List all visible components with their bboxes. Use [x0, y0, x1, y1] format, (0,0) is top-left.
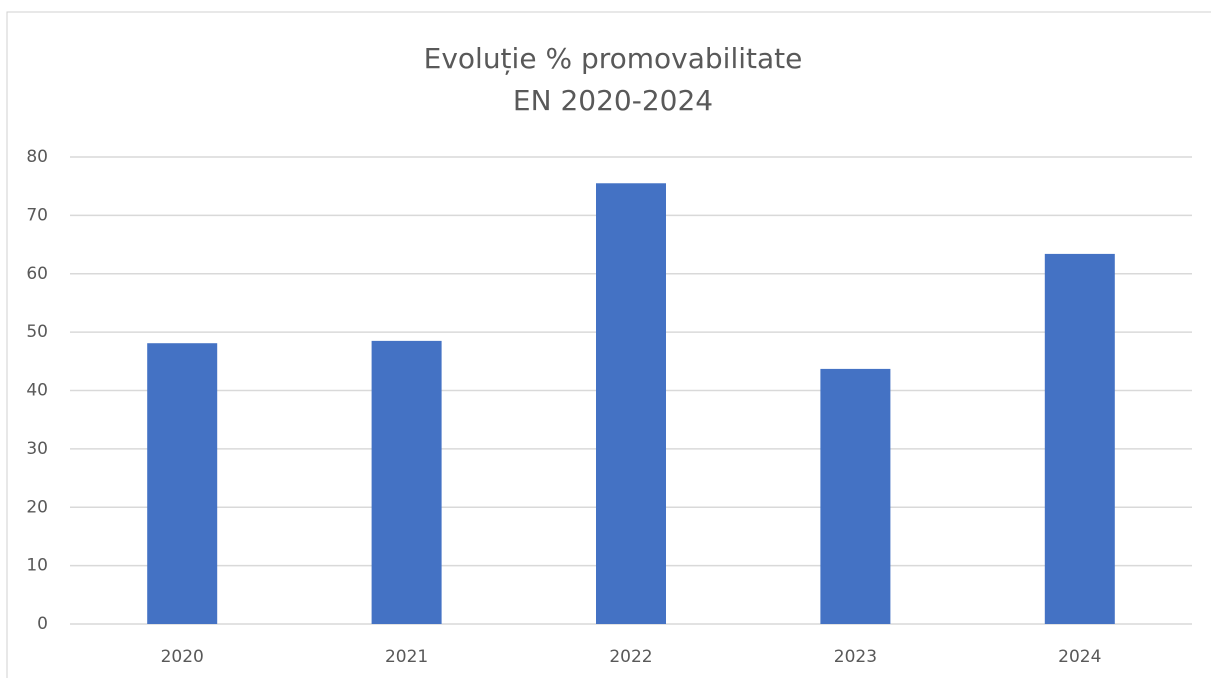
chart-title: Evoluție % promovabilitate	[424, 42, 803, 75]
bar	[371, 340, 442, 624]
bar	[820, 368, 891, 624]
x-tick-label: 2024	[1058, 647, 1101, 667]
y-tick-label: 40	[26, 381, 48, 401]
x-tick-label: 2021	[385, 647, 428, 667]
y-tick-label: 0	[37, 614, 48, 634]
y-tick-label: 60	[26, 264, 48, 284]
x-tick-label: 2022	[609, 647, 652, 667]
y-tick-label: 70	[26, 205, 48, 225]
bar	[1044, 253, 1115, 624]
y-tick-label: 20	[26, 497, 48, 517]
y-tick-label: 80	[26, 147, 48, 167]
x-tick-label: 2020	[161, 647, 204, 667]
bar	[147, 343, 218, 624]
bar	[596, 183, 666, 625]
y-tick-label: 10	[26, 556, 48, 576]
y-tick-label: 50	[26, 322, 48, 342]
chart-title: EN 2020-2024	[513, 84, 713, 117]
x-tick-label: 2023	[834, 647, 877, 667]
y-tick-label: 30	[26, 439, 48, 459]
